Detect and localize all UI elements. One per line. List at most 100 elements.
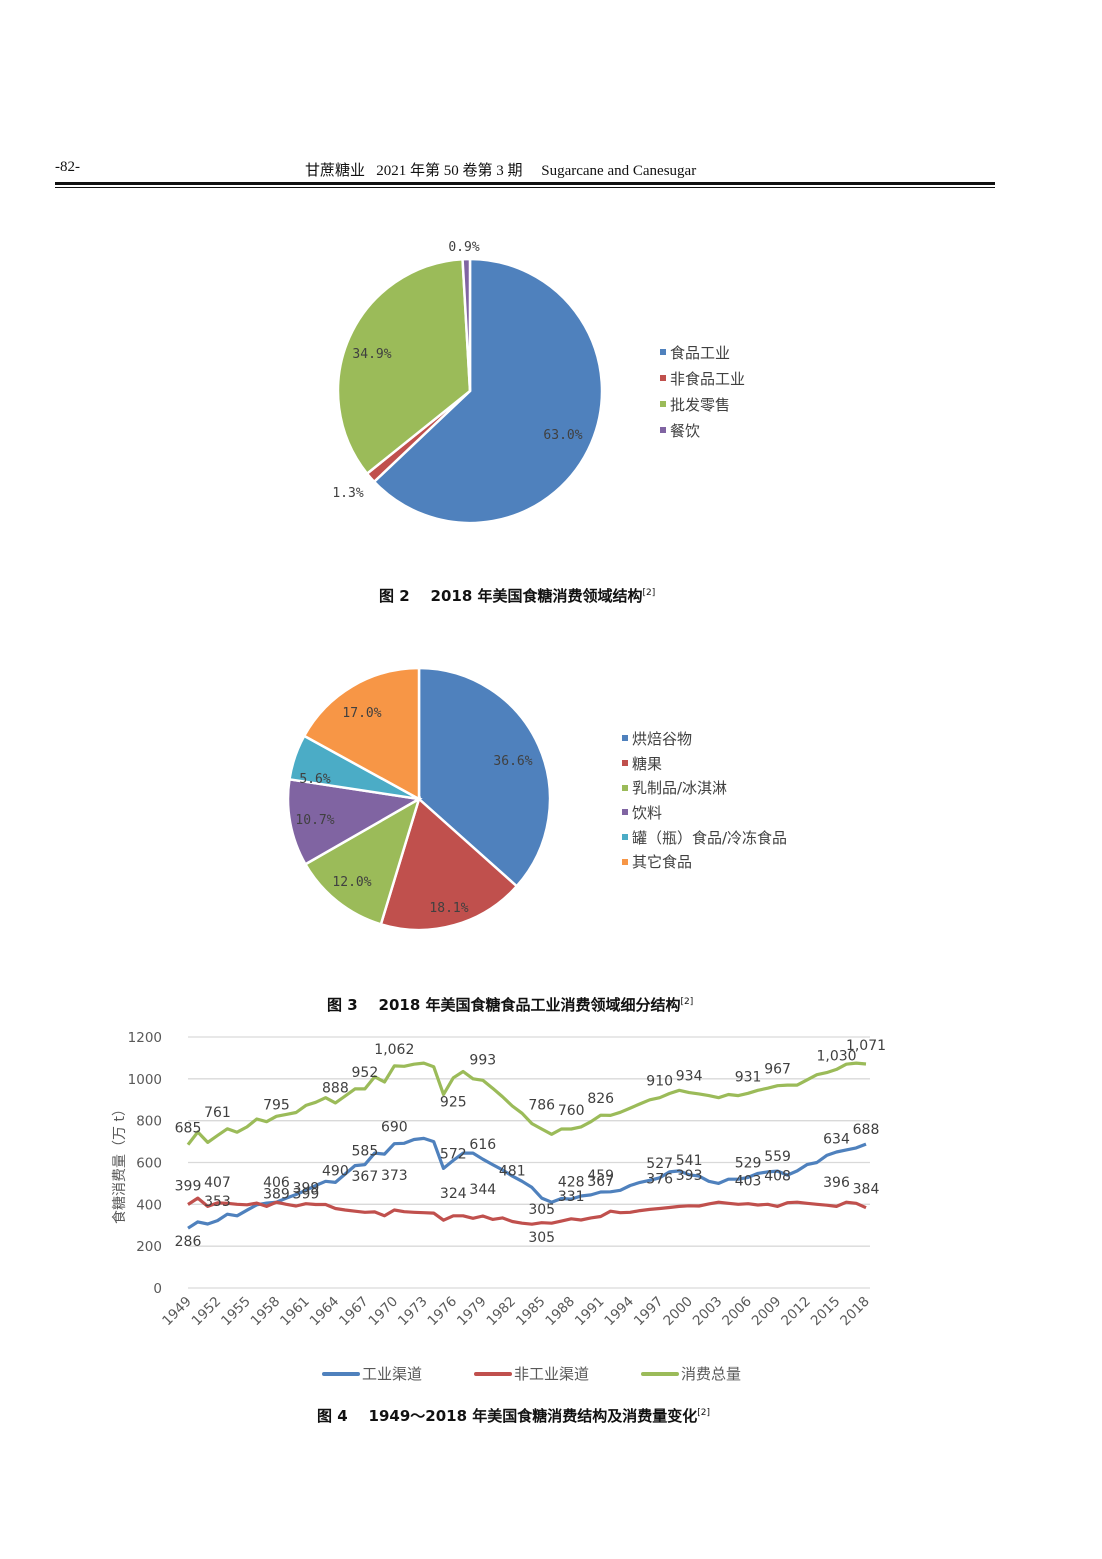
data-label: 481 [499, 1163, 526, 1179]
figure4-chart: 0 200 400 600 800 1000 1200 1949 1952 1955 1958 196… [100, 1020, 900, 1360]
legend-swatch-icon [622, 834, 628, 841]
pie-data-label: 34.9% [352, 347, 391, 362]
x-tick-label: 1961 [277, 1294, 313, 1330]
legend-line-icon [322, 1371, 360, 1376]
data-label: 408 [764, 1169, 791, 1185]
data-label: 393 [676, 1168, 703, 1184]
series-line [186, 1061, 867, 1146]
data-label: 967 [764, 1062, 791, 1078]
legend-swatch-icon [660, 427, 666, 433]
y-axis-label: 食糖消费量（万 t） [111, 1102, 128, 1224]
legend-label: 饮料 [632, 803, 663, 822]
legend-label: 食品工业 [670, 343, 731, 362]
y-tick-label: 600 [136, 1156, 162, 1172]
x-tick-label: 2000 [660, 1294, 696, 1330]
x-tick-label: 2012 [778, 1294, 814, 1330]
legend-item: 消费总量 [641, 1363, 741, 1384]
data-label: 541 [676, 1153, 703, 1169]
data-label: 373 [381, 1168, 408, 1184]
legend-swatch-icon [622, 760, 628, 767]
data-label: 396 [823, 1175, 850, 1191]
caption-text: 图 3 2018 年美国食糖食品工业消费领域细分结构 [327, 996, 681, 1014]
data-label: 931 [735, 1069, 762, 1085]
legend-item: 非工业渠道 [474, 1363, 589, 1384]
data-label: 952 [352, 1065, 379, 1081]
figure2-caption: 图 2 2018 年美国食糖消费领域结构[2] [379, 585, 655, 606]
figure4-line-chart: 0200400600800100012001949195219551958196… [111, 1030, 886, 1330]
data-label: 399 [175, 1179, 202, 1195]
series-line [187, 1196, 867, 1226]
legend-label: 批发零售 [670, 395, 731, 414]
data-label: 690 [381, 1120, 408, 1136]
x-tick-label: 1988 [542, 1294, 578, 1330]
figure2-legend: 食品工业非食品工业批发零售餐饮 [660, 339, 745, 443]
data-label: 888 [322, 1080, 349, 1096]
legend-label: 乳制品/冰淇淋 [632, 779, 728, 798]
y-tick-label: 0 [153, 1281, 162, 1297]
caption-ref: [2] [642, 588, 656, 598]
pie-data-label: 0.9% [448, 240, 479, 255]
pie-slice [336, 257, 472, 476]
legend-item: 餐饮 [660, 417, 745, 443]
figure2-pie: 63.0% 1.3% 34.9% 0.9% [332, 240, 604, 525]
pie-data-label: 17.0% [342, 706, 381, 721]
pie-slice [286, 777, 423, 866]
legend-label: 餐饮 [670, 421, 701, 440]
data-label: 389 [263, 1187, 290, 1203]
header-rule-thin [55, 187, 995, 188]
data-label: 344 [469, 1182, 496, 1198]
y-tick-label: 200 [136, 1239, 162, 1255]
x-tick-label: 1967 [336, 1294, 372, 1330]
data-label: 490 [322, 1164, 349, 1180]
legend-item: 糖果 [622, 751, 787, 776]
data-label: 616 [469, 1137, 496, 1153]
legend-item: 罐（瓶）食品/冷冻食品 [622, 825, 787, 850]
page-number: -82- [55, 159, 80, 175]
pie-data-label: 18.1% [429, 901, 468, 916]
pie-slice [417, 666, 552, 889]
data-label: 634 [823, 1131, 850, 1147]
pie-data-label: 10.7% [295, 813, 334, 828]
legend-label: 烘焙谷物 [632, 729, 693, 748]
data-label: 925 [440, 1095, 467, 1111]
legend-item: 烘焙谷物 [622, 726, 787, 751]
data-label: 685 [175, 1121, 202, 1137]
y-tick-label: 400 [136, 1197, 162, 1213]
x-tick-label: 2015 [808, 1294, 844, 1330]
pie-slice [372, 257, 604, 525]
pie-slice [461, 257, 472, 392]
figure2-chart: 63.0% 1.3% 34.9% 0.9% [320, 230, 780, 540]
pie-slice [379, 796, 519, 932]
header-rule [55, 182, 995, 185]
pie-data-label: 5.6% [299, 772, 330, 787]
y-tick-label: 1200 [128, 1030, 162, 1046]
legend-item: 非食品工业 [660, 365, 745, 391]
data-label: 399 [293, 1181, 320, 1197]
data-label: 786 [528, 1098, 555, 1114]
data-label: 324 [440, 1186, 467, 1202]
legend-item: 饮料 [622, 800, 787, 825]
x-tick-label: 1985 [513, 1294, 549, 1330]
data-label: 428 [558, 1174, 585, 1190]
x-tick-label: 1970 [366, 1294, 402, 1330]
x-tick-label: 2006 [719, 1294, 755, 1330]
legend-item: 食品工业 [660, 339, 745, 365]
series-line [187, 1136, 867, 1230]
data-label: 459 [587, 1168, 614, 1184]
figure3-caption: 图 3 2018 年美国食糖食品工业消费领域细分结构[2] [327, 994, 693, 1015]
caption-ref: [2] [680, 997, 694, 1007]
data-label: 795 [263, 1098, 290, 1114]
data-label: 572 [440, 1146, 467, 1162]
data-label: 384 [853, 1182, 880, 1198]
legend-label: 消费总量 [681, 1365, 742, 1383]
y-tick-label: 800 [136, 1114, 162, 1130]
x-tick-label: 2009 [749, 1294, 785, 1330]
x-tick-label: 1979 [454, 1294, 490, 1330]
legend-label: 非工业渠道 [514, 1365, 590, 1383]
caption-text: 图 4 1949～2018 年美国食糖消费结构及消费量变化 [317, 1407, 698, 1425]
data-label: 399 [293, 1187, 320, 1203]
legend-item: 工业渠道 [322, 1363, 422, 1384]
legend-swatch-icon [622, 809, 628, 816]
x-tick-label: 1958 [248, 1294, 284, 1330]
x-tick-label: 2018 [837, 1294, 873, 1330]
